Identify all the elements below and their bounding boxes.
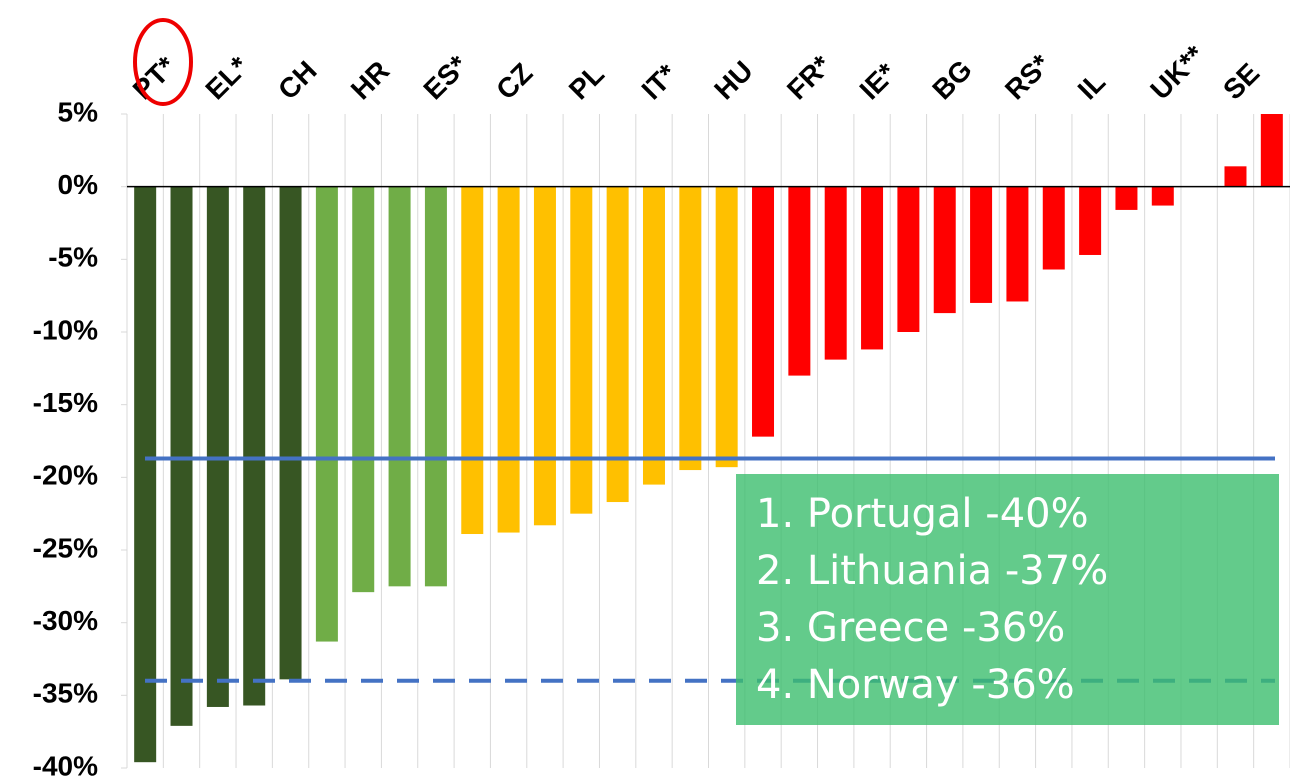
bar — [861, 186, 884, 350]
annotation: 1. Portugal -40% 2. Lithuania -37% 3. Gree… — [756, 491, 1108, 708]
bar — [752, 186, 775, 437]
x-tick-label: HU — [708, 55, 759, 106]
y-tick-label: 5% — [58, 96, 99, 127]
annotation-line: 1. Portugal -40% — [756, 491, 1089, 537]
bar — [824, 186, 847, 360]
x-tick-label: SE — [1217, 57, 1265, 105]
bar — [461, 186, 484, 535]
bar — [679, 186, 702, 471]
x-tick-label: UK** — [1144, 39, 1210, 105]
annotation-box — [736, 474, 1279, 725]
x-tick-label: PL — [563, 58, 610, 105]
y-tick-label: -40% — [33, 750, 98, 781]
bar — [570, 186, 593, 514]
bar — [970, 186, 993, 303]
y-tick-label: -20% — [33, 460, 98, 491]
x-tick-label: FR* — [781, 49, 837, 105]
x-tick-label: CH — [272, 55, 323, 106]
bar — [134, 186, 157, 763]
bar — [642, 186, 665, 485]
bar — [315, 186, 338, 642]
bar — [1151, 186, 1174, 206]
bar — [1224, 166, 1247, 187]
bar — [388, 186, 411, 587]
y-tick-label: -15% — [33, 387, 98, 418]
x-tick-label: EL* — [199, 50, 254, 105]
bar — [533, 186, 556, 526]
bars — [127, 114, 1290, 763]
x-tick-label: IL — [1072, 66, 1112, 106]
bar — [715, 186, 738, 468]
highlight-circle — [133, 18, 193, 106]
annotation-line: 3. Greece -36% — [756, 605, 1065, 651]
bar — [1079, 186, 1102, 255]
x-tick-label: ES* — [417, 49, 473, 105]
bar — [1115, 186, 1138, 210]
bar — [279, 186, 302, 680]
bar — [788, 186, 811, 376]
bar — [170, 186, 193, 726]
annotation-line: 4. Norway -36% — [756, 662, 1075, 708]
bar — [897, 186, 920, 332]
bar — [1260, 114, 1283, 187]
y-tick-label: -10% — [33, 314, 98, 345]
y-tick-label: -25% — [33, 532, 98, 563]
bar — [933, 186, 956, 314]
y-tick-label: -30% — [33, 605, 98, 636]
x-tick-label: BG — [926, 54, 978, 106]
x-tick-label: RS* — [999, 48, 1056, 105]
x-tick-label: CZ — [490, 57, 538, 105]
bar — [1006, 186, 1029, 302]
bar — [352, 186, 375, 593]
y-tick-label: -35% — [33, 678, 98, 709]
y-tick-label: -5% — [48, 242, 98, 273]
bar — [606, 186, 629, 503]
bar — [1042, 186, 1065, 270]
annotation-line: 2. Lithuania -37% — [756, 548, 1108, 594]
bar — [497, 186, 520, 533]
bar — [424, 186, 447, 587]
x-tick-label: IT* — [636, 58, 683, 105]
bar — [206, 186, 229, 707]
x-tick-label: IE* — [854, 57, 902, 105]
x-tick-label: HR — [345, 55, 396, 106]
y-tick-label: 0% — [58, 169, 99, 200]
bar — [243, 186, 266, 706]
